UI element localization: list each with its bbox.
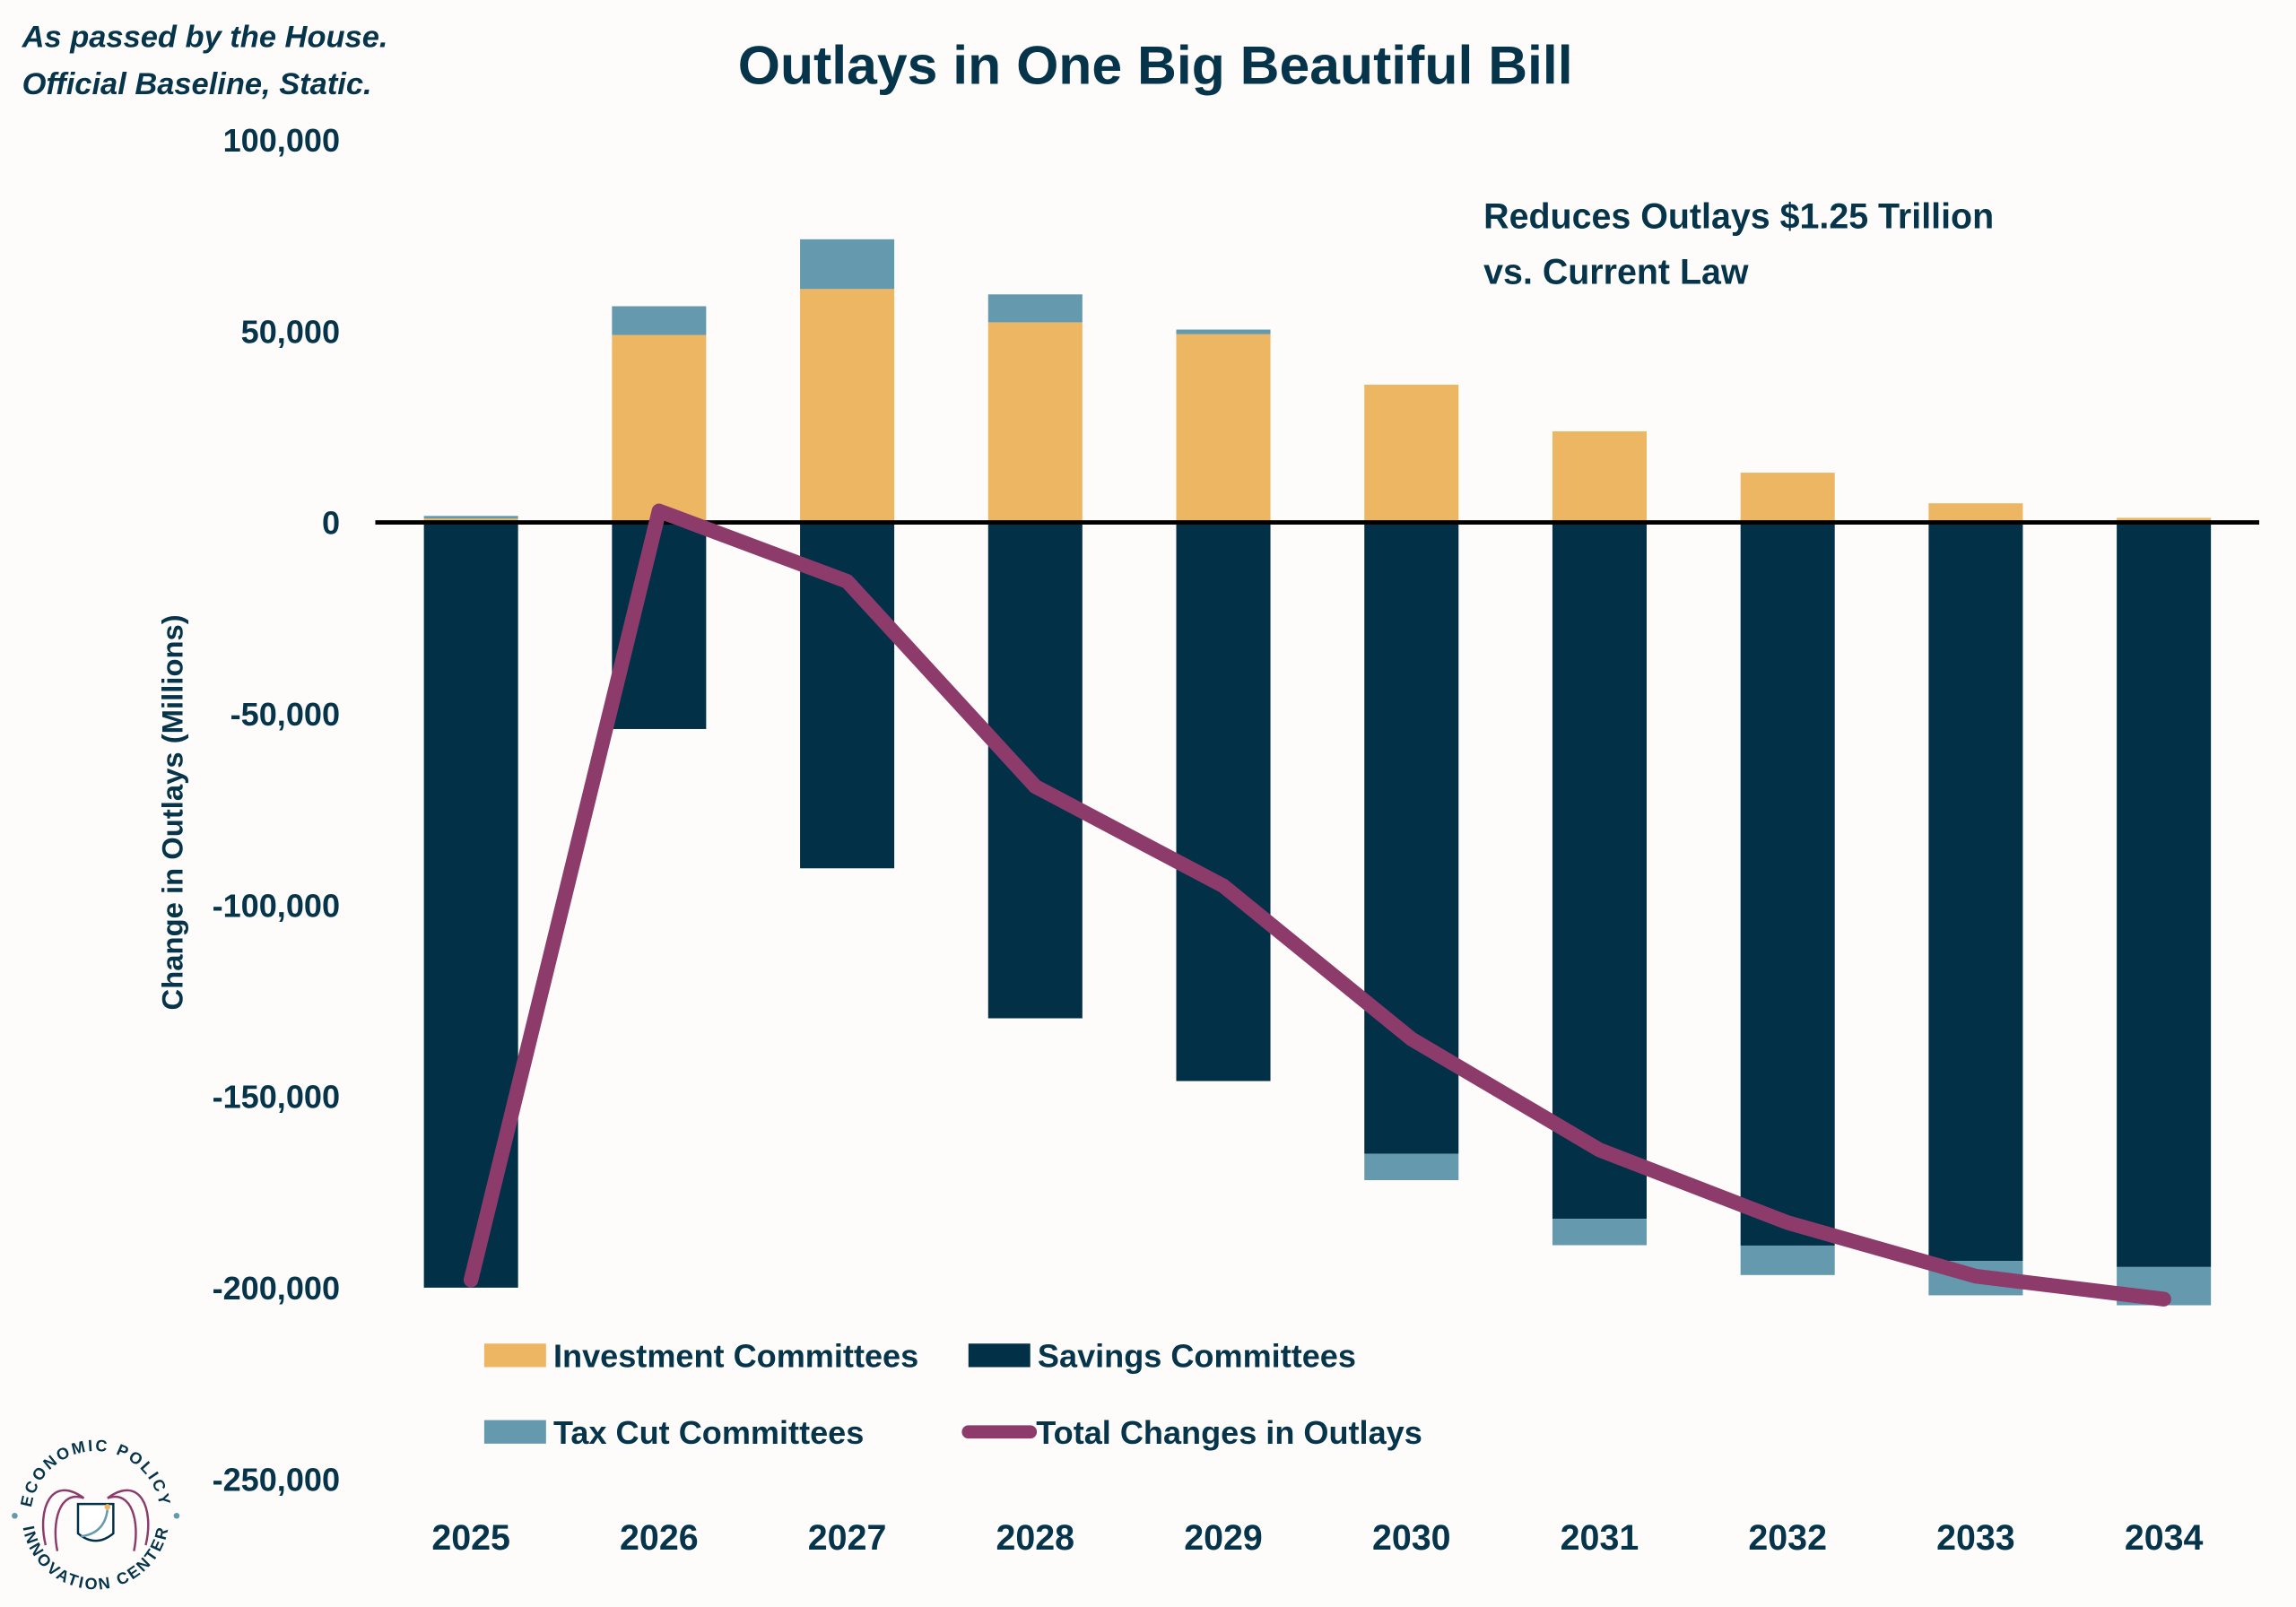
legend-label-total: Total Changes in Outlays (1036, 1414, 1422, 1451)
savings-bar-2034 (2117, 522, 2212, 1267)
investment-bar-2034 (2117, 517, 2212, 523)
y-tick-label: 100,000 (223, 122, 340, 159)
investment-bar-2033 (1928, 503, 2023, 523)
y-tick-label: -50,000 (230, 696, 340, 733)
savings-bar-2031 (1552, 522, 1647, 1220)
legend-label-taxcut: Tax Cut Committees (553, 1414, 864, 1451)
x-tick-label: 2028 (996, 1518, 1074, 1558)
investment-bar-2029 (1176, 334, 1271, 523)
taxcut-bar-2027 (800, 239, 895, 290)
x-tick-label: 2025 (431, 1518, 510, 1558)
taxcut-bar-2026 (612, 306, 707, 335)
x-tick-label: 2031 (1561, 1518, 1639, 1558)
investment-bar-2027 (800, 289, 895, 523)
y-tick-label: -150,000 (213, 1079, 340, 1116)
savings-bar-2032 (1740, 522, 1835, 1246)
investment-bar-2030 (1364, 384, 1459, 523)
legend-swatch-investment (483, 1343, 546, 1368)
chart-title: Outlays in One Big Beautiful Bill (738, 35, 1573, 96)
taxcut-bar-2025 (423, 516, 518, 519)
y-tick-label: 50,000 (241, 313, 340, 350)
taxcut-bar-2028 (987, 294, 1083, 323)
investment-bar-2026 (612, 334, 707, 523)
legend-swatch-savings (968, 1343, 1031, 1368)
y-axis-label: Change in Outlays (Millions) (155, 614, 188, 1010)
x-tick-label: 2029 (1184, 1518, 1263, 1558)
savings-bar-2029 (1176, 522, 1271, 1081)
savings-bar-2028 (987, 522, 1083, 1019)
x-tick-label: 2033 (1936, 1518, 2015, 1558)
taxcut-bar-2031 (1552, 1219, 1647, 1246)
x-tick-label: 2032 (1748, 1518, 1827, 1558)
total-changes-line (463, 503, 2171, 1307)
annotation-line-2: vs. Current Law (1483, 253, 1749, 292)
taxcut-bar-2030 (1364, 1153, 1459, 1181)
y-tick-label: -250,000 (213, 1461, 340, 1498)
y-tick-label: 0 (322, 505, 340, 542)
investment-bar-2032 (1740, 473, 1835, 523)
annotation-line-1: Reduces Outlays $1.25 Trillion (1483, 196, 1994, 236)
svg-text:ECONOMIC POLICY: ECONOMIC POLICY (17, 1437, 174, 1508)
legend-label-investment: Investment Committees (553, 1338, 918, 1375)
savings-bar-2033 (1928, 522, 2023, 1262)
y-tick-label: -200,000 (213, 1270, 340, 1307)
legend-swatch-taxcut (483, 1420, 546, 1444)
taxcut-bar-2032 (1740, 1245, 1835, 1275)
legend: Investment Committees Savings Committees… (483, 1338, 1422, 1451)
epic-logo: ECONOMIC POLICY INNOVATION CENTER (12, 1437, 180, 1594)
legend-label-savings: Savings Committees (1038, 1338, 1356, 1375)
savings-bar-2030 (1364, 522, 1459, 1154)
investment-bar-2031 (1552, 431, 1647, 523)
note-line-1: As passed by the House. (22, 21, 388, 55)
x-tick-label: 2026 (620, 1518, 699, 1558)
note-line-2: Official Baseline, Static. (22, 67, 372, 101)
x-tick-label: 2034 (2125, 1518, 2204, 1558)
x-tick-label: 2027 (808, 1518, 887, 1558)
y-tick-label: -100,000 (213, 887, 340, 924)
x-tick-label: 2030 (1372, 1518, 1451, 1558)
investment-bar-2028 (987, 322, 1083, 523)
taxcut-bar-2029 (1176, 329, 1271, 334)
